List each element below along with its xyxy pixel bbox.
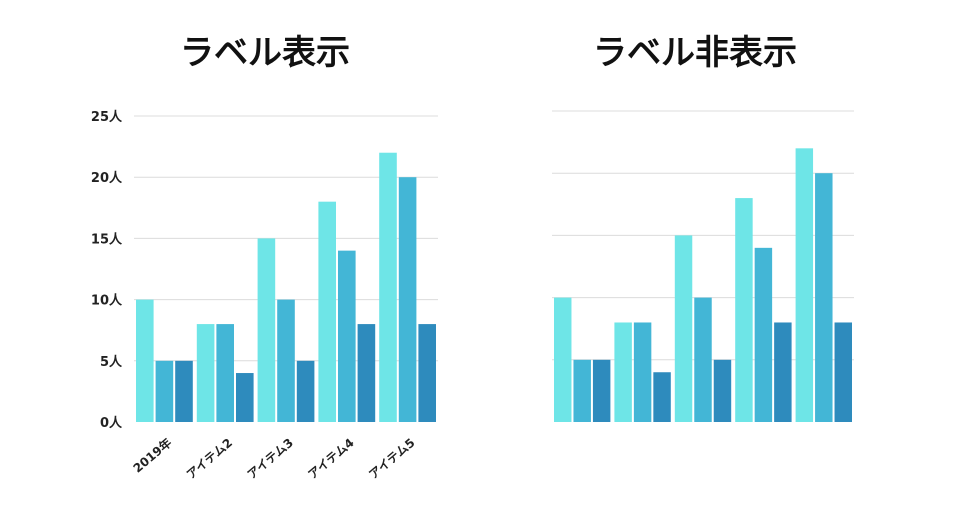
- x-tick-label: アイテム5: [366, 436, 417, 482]
- bar-s2-c1: [573, 359, 591, 422]
- x-tick-label: アイテム3: [245, 436, 296, 482]
- bar-s3-c5: [834, 322, 852, 422]
- bar-s2-c2: [216, 324, 234, 422]
- bar-s1-c2: [196, 324, 215, 422]
- y-tick-label: 15人: [91, 231, 123, 247]
- bar-s1-c3: [257, 238, 276, 422]
- y-tick-label: 0人: [100, 415, 123, 431]
- bar-s1-c1: [136, 299, 154, 422]
- bar-s1-c4: [735, 198, 753, 422]
- bar-s1-c1: [554, 297, 572, 422]
- y-tick-label: 5人: [100, 354, 123, 370]
- bar-s3-c1: [175, 360, 193, 422]
- bar-s3-c3: [296, 360, 315, 422]
- y-tick-label: 10人: [91, 293, 123, 309]
- bar-s2-c3: [277, 299, 295, 422]
- bar-s3-c2: [236, 373, 254, 422]
- x-tick-label: アイテム4: [305, 436, 356, 482]
- bar-s1-c5: [379, 152, 397, 422]
- bar-s2-c5: [398, 177, 417, 422]
- y-tick-label: 20人: [91, 170, 123, 186]
- bar-s3-c4: [774, 322, 792, 422]
- x-tick-label: 2019年: [130, 435, 174, 476]
- right-chart: [552, 110, 854, 422]
- bar-s3-c5: [418, 324, 436, 422]
- y-tick-label: 25人: [91, 109, 123, 125]
- bar-s1-c4: [318, 201, 336, 422]
- bar-s2-c5: [815, 173, 833, 422]
- bar-s2-c4: [754, 247, 773, 422]
- bar-s3-c3: [713, 359, 732, 422]
- left-chart: 0人 5人 10人 15人 20人 25人 2019年 アイテム2 アイテム3 アイテム4 アイテム…: [91, 109, 438, 482]
- bar-s3-c1: [592, 359, 611, 422]
- bar-s2-c3: [694, 297, 712, 422]
- bar-s2-c1: [155, 360, 174, 422]
- bar-s2-c4: [338, 250, 356, 422]
- bar-s3-c4: [357, 324, 376, 422]
- bar-s1-c2: [614, 322, 632, 422]
- bar-s2-c2: [633, 322, 652, 422]
- bar-s3-c2: [653, 372, 671, 422]
- bar-s1-c5: [795, 148, 814, 422]
- right-chart-title: ラベル非表示: [593, 33, 797, 73]
- bar-s1-c3: [674, 235, 693, 422]
- x-tick-label: アイテム2: [184, 436, 235, 482]
- left-chart-title: ラベル表示: [180, 33, 350, 73]
